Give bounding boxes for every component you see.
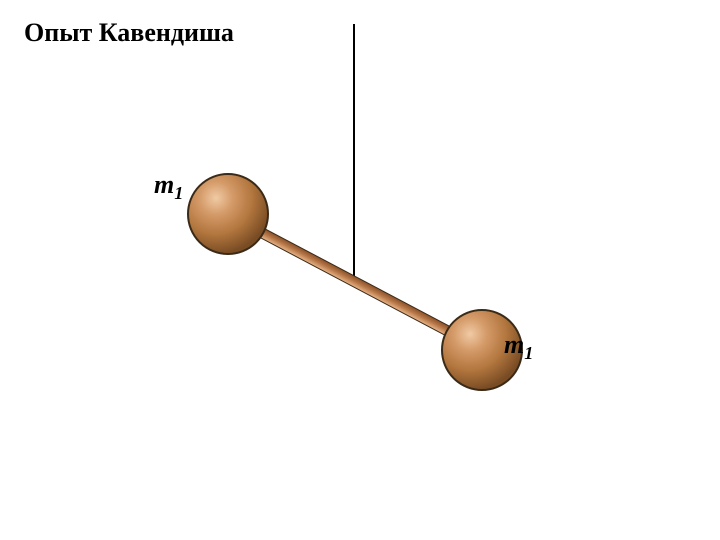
page-title: Опыт Кавендиша — [24, 18, 234, 48]
mass-sphere-left — [188, 174, 268, 254]
mass-label-m1-left: m1 — [154, 170, 183, 204]
mass-label-m1-right: m1 — [504, 330, 533, 364]
cavendish-diagram — [0, 0, 720, 540]
